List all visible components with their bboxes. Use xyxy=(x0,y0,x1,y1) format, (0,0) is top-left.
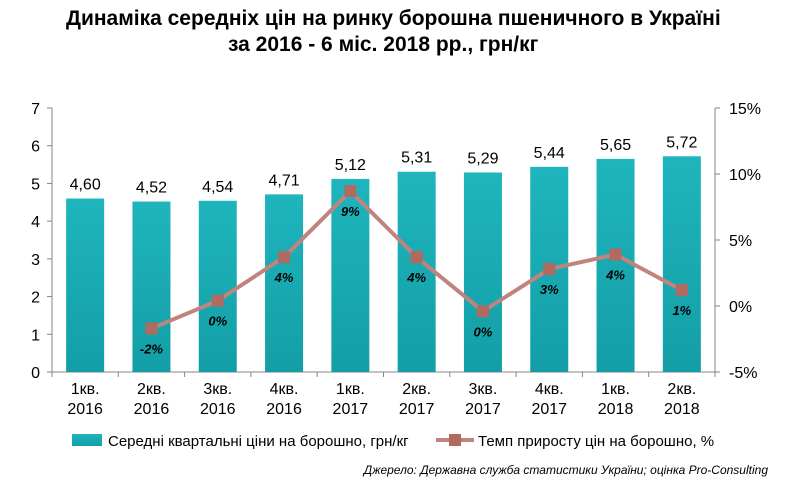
y-right-tick-label: 5% xyxy=(729,233,752,250)
growth-rate-marker xyxy=(609,248,622,261)
x-tick-label-year: 2017 xyxy=(531,401,567,418)
bar-value-label: 5,44 xyxy=(534,145,565,162)
bar xyxy=(66,198,105,372)
growth-rate-label: 0% xyxy=(208,314,227,329)
legend-line-label: Темп приросту цін на борошно, % xyxy=(478,433,714,450)
bar-value-label: 5,29 xyxy=(467,150,498,167)
bar-value-label: 4,52 xyxy=(136,180,167,197)
growth-rate-marker xyxy=(675,284,688,297)
x-tick-label-quarter: 2кв. xyxy=(402,381,431,398)
bar xyxy=(397,171,436,372)
x-tick-label-year: 2017 xyxy=(465,401,501,418)
y-right-tick-label: 10% xyxy=(729,167,761,184)
bar xyxy=(265,194,304,372)
x-tick-label-quarter: 3кв. xyxy=(469,381,498,398)
growth-rate-marker xyxy=(211,294,224,307)
growth-rate-label: 4% xyxy=(274,270,294,285)
growth-rate-label: 9% xyxy=(341,204,360,219)
x-tick-label-quarter: 1кв. xyxy=(71,381,100,398)
x-tick-label-year: 2016 xyxy=(134,401,170,418)
bar-value-label: 5,65 xyxy=(600,137,631,154)
x-tick-label-quarter: 2кв. xyxy=(667,381,696,398)
bar xyxy=(596,158,635,372)
y-left-tick-label: 7 xyxy=(31,101,40,118)
x-tick-label-year: 2018 xyxy=(598,401,634,418)
x-tick-label-quarter: 4кв. xyxy=(535,381,564,398)
bar xyxy=(331,178,370,372)
growth-rate-label: 4% xyxy=(406,270,426,285)
chart-title-line-1: Динаміка середніх цін на ринку борошна п… xyxy=(66,7,721,30)
x-tick-label-quarter: 3кв. xyxy=(203,381,232,398)
x-tick-label-quarter: 4кв. xyxy=(270,381,299,398)
y-left-tick-label: 3 xyxy=(31,252,40,269)
y-left-tick-label: 1 xyxy=(31,327,40,344)
y-right-tick-label: -5% xyxy=(729,365,757,382)
growth-rate-label: -2% xyxy=(140,341,164,356)
legend-bar-swatch xyxy=(72,434,102,446)
bar-value-label: 4,54 xyxy=(202,179,233,196)
growth-rate-label: 0% xyxy=(474,324,493,339)
source-note: Джерело: Державна служба статистики Укра… xyxy=(363,463,768,477)
growth-rate-marker xyxy=(476,305,489,318)
growth-rate-marker xyxy=(410,251,423,264)
y-left-tick-label: 6 xyxy=(31,139,40,156)
chart-title-line-2: за 2016 - 6 міс. 2018 рр., грн/кг xyxy=(228,33,539,56)
y-right-tick-label: 0% xyxy=(729,299,752,316)
x-tick-label-year: 2018 xyxy=(664,401,700,418)
bar-value-label: 5,12 xyxy=(335,157,366,174)
bar-value-label: 5,31 xyxy=(401,150,432,167)
y-right-tick-label: 15% xyxy=(729,101,761,118)
growth-rate-label: 1% xyxy=(672,303,691,318)
bar xyxy=(463,172,502,372)
y-left-tick-label: 5 xyxy=(31,176,40,193)
y-left-tick-label: 2 xyxy=(31,290,40,307)
bar xyxy=(132,201,171,372)
bar xyxy=(662,156,701,372)
y-left-tick-label: 4 xyxy=(31,214,40,231)
growth-rate-label: 3% xyxy=(540,282,559,297)
bar-value-label: 4,60 xyxy=(70,177,101,194)
x-tick-label-year: 2016 xyxy=(67,401,103,418)
growth-rate-marker xyxy=(543,263,556,276)
x-tick-label-year: 2017 xyxy=(333,401,369,418)
growth-rate-label: 4% xyxy=(605,268,625,283)
x-tick-label-quarter: 2кв. xyxy=(137,381,166,398)
x-tick-label-quarter: 1кв. xyxy=(601,381,630,398)
x-tick-label-year: 2016 xyxy=(266,401,302,418)
legend-line-marker xyxy=(449,434,461,446)
x-tick-label-year: 2017 xyxy=(399,401,435,418)
growth-rate-marker xyxy=(145,322,158,335)
bar xyxy=(198,200,237,372)
bar-value-label: 5,72 xyxy=(666,134,697,151)
growth-rate-marker xyxy=(278,251,291,264)
chart-title: Динаміка середніх цін на ринку борошна п… xyxy=(60,6,780,58)
y-left-tick-label: 0 xyxy=(31,365,40,382)
x-tick-label-quarter: 1кв. xyxy=(336,381,365,398)
x-tick-label-year: 2016 xyxy=(200,401,236,418)
growth-rate-marker xyxy=(344,185,357,198)
legend-bar-label: Середні квартальні ціни на борошно, грн/… xyxy=(108,433,409,450)
bar-value-label: 4,71 xyxy=(268,172,299,189)
